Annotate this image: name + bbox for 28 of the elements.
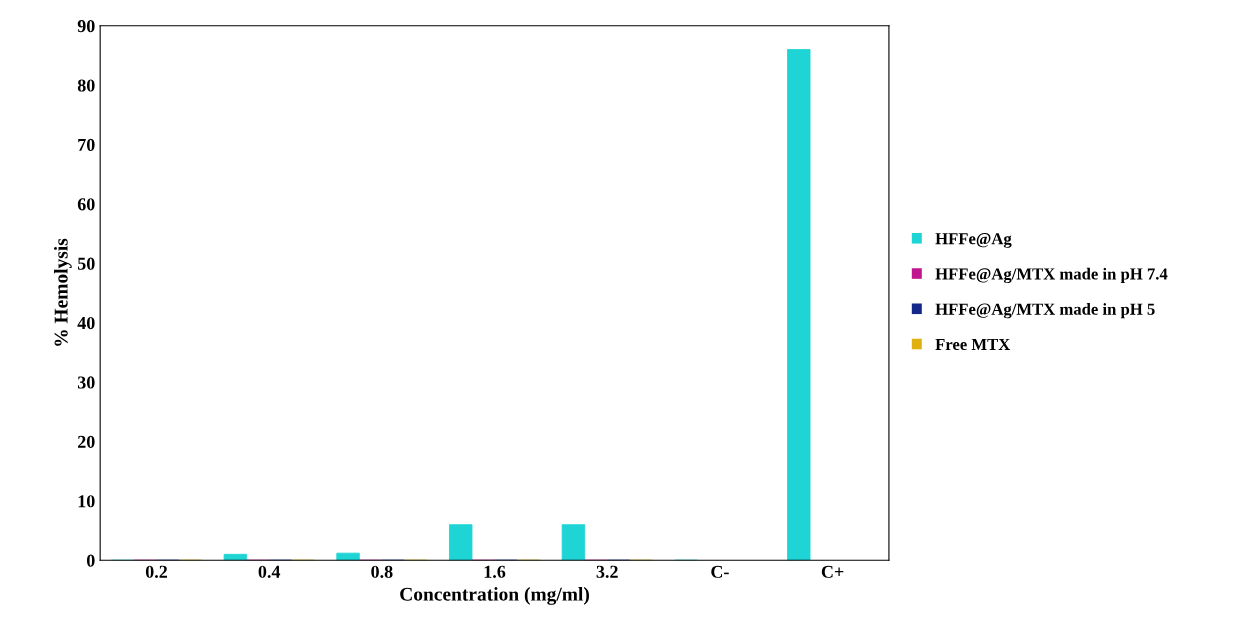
bar xyxy=(336,552,360,561)
legend-label: HFFe@Ag xyxy=(935,233,1012,248)
x-tick-label: C- xyxy=(711,565,729,578)
y-tick-label: 30 xyxy=(77,376,95,389)
bar xyxy=(561,524,586,561)
legend-label: HFFe@Ag/MTX made in pH 5 xyxy=(935,303,1155,319)
bar xyxy=(787,49,811,561)
y-tick-label: 60 xyxy=(77,198,95,211)
x-tick-label: 0.8 xyxy=(371,565,393,578)
y-tick-label: 0 xyxy=(86,554,95,567)
legend-label: Free MTX xyxy=(935,338,1011,351)
y-tick-label: 40 xyxy=(77,316,95,330)
x-tick-label: 0.2 xyxy=(145,565,168,578)
x-tick-label: 3.2 xyxy=(596,565,618,578)
y-tick-label: 50 xyxy=(77,257,95,270)
x-axis-title: Concentration (mg/ml) xyxy=(400,587,589,605)
legend-label: HFFe@Ag/MTX made in pH 7.4 xyxy=(935,267,1168,284)
y-tick-label: 90 xyxy=(77,20,95,33)
y-tick-label: 10 xyxy=(78,495,95,508)
y-tick-label: 80 xyxy=(77,79,95,92)
x-tick-label: 0.4 xyxy=(258,565,281,578)
y-tick-label: 20 xyxy=(78,435,95,448)
x-tick-label: 1.6 xyxy=(484,565,506,578)
bar xyxy=(223,553,248,561)
x-tick-label: C+ xyxy=(821,565,844,578)
bar xyxy=(449,524,473,561)
y-axis-title: % Hemolysis xyxy=(54,238,72,346)
y-tick-label: 70 xyxy=(78,138,95,151)
